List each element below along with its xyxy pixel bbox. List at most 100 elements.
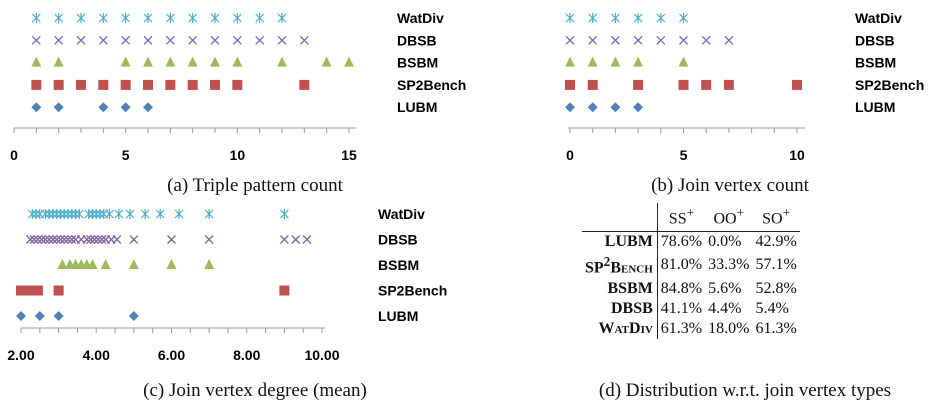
sp2bench-point-2	[633, 79, 644, 90]
cell-lubm-ss: 78.6%	[657, 231, 706, 253]
lubm-point-1	[587, 102, 598, 113]
table-row-sp2bench: SP2Bench 81.0% 33.3% 57.1%	[582, 252, 800, 279]
dbsb-point-0	[31, 35, 41, 45]
bsbm-point-8	[166, 259, 177, 269]
dbsb-point-22	[129, 235, 139, 244]
cell-sp2bench-oo: 33.3%	[708, 256, 750, 274]
dbsb-point-15	[86, 235, 96, 244]
dbsb-point-0	[25, 235, 35, 244]
sp2bench-point-3	[98, 79, 109, 90]
chart-c-join-vertex-degree: WatDiv DBSB BSBM SP2Bench LUBM 2.00 4.00 6.00 8.…	[7, 206, 447, 363]
watdiv-point-3	[98, 13, 108, 23]
lubm-point-0	[31, 102, 42, 113]
legend-label-lubm: LUBM	[397, 99, 437, 115]
bsbm-point-1	[53, 56, 64, 67]
sp2bench-point-5	[143, 79, 153, 90]
bsbm-point-6	[210, 56, 220, 67]
lubm-point-3	[120, 102, 131, 113]
dbsb-point-14	[82, 235, 92, 244]
lubm-point-0	[565, 102, 575, 113]
dbsb-point-4	[656, 35, 666, 45]
sp2bench-point-0	[16, 285, 26, 296]
x-tick-label-2-00: 2.00	[7, 347, 34, 363]
x-tick-label-6-00: 6.00	[158, 347, 185, 363]
legend-label-watdiv: WatDiv	[397, 10, 444, 26]
x-tick-label-0: 0	[566, 147, 574, 163]
sp2bench-point-6	[165, 79, 176, 90]
legend-label-dbsb: DBSB	[378, 232, 418, 248]
sp2bench-point-10	[299, 79, 310, 90]
dbsb-point-17	[93, 235, 103, 244]
chart-b-join-vertex-count: WatDiv DBSB BSBM SP2Bench LUBM 0 5 10	[565, 10, 924, 163]
dbsb-point-11	[277, 35, 287, 45]
dbsb-point-8	[210, 35, 220, 45]
lubm-point-2	[53, 311, 64, 321]
watdiv-point-18	[104, 209, 114, 219]
watdiv-point-9	[232, 13, 242, 23]
watdiv-point-7	[188, 13, 198, 23]
watdiv-point-23	[174, 209, 184, 219]
watdiv-point-12	[74, 209, 84, 219]
bsbm-point-4	[678, 56, 689, 67]
watdiv-point-19	[114, 209, 124, 219]
dbsb-point-3	[37, 235, 47, 244]
bsbm-point-3	[633, 56, 644, 67]
watdiv-point-2	[76, 13, 86, 23]
dbsb-point-1	[54, 35, 64, 45]
dbsb-point-6	[48, 235, 58, 244]
legend-label-dbsb: DBSB	[397, 32, 437, 48]
sp2bench-point-9	[232, 79, 243, 90]
legend-label-dbsb: DBSB	[855, 32, 895, 48]
dbsb-point-2	[76, 35, 86, 45]
dbsb-point-5	[679, 35, 688, 45]
dbsb-point-5	[143, 35, 153, 45]
table-row-lubm: LUBM 78.6% 0.0% 42.9%	[582, 231, 800, 253]
dbsb-point-1	[588, 35, 598, 45]
watdiv-point-21	[140, 209, 150, 219]
watdiv-point-5	[143, 13, 153, 23]
x-tick-label-10: 10	[789, 147, 805, 163]
watdiv-point-4	[121, 13, 131, 23]
dbsb-point-9	[59, 235, 69, 244]
dbsb-point-4	[121, 35, 131, 45]
legend-label-watdiv: WatDiv	[378, 206, 425, 222]
bsbm-point-0	[31, 56, 42, 67]
bsbm-point-5	[187, 56, 198, 67]
lubm-point-0	[16, 311, 26, 321]
dbsb-point-8	[56, 235, 65, 244]
watdiv-point-6	[165, 13, 175, 23]
row-label-lubm: LUBM	[582, 231, 658, 253]
cell-watdiv-oo: 18.0%	[708, 319, 750, 337]
bsbm-point-7	[128, 259, 139, 269]
watdiv-point-5	[679, 13, 688, 23]
table-corner	[582, 203, 658, 232]
cell-sp2bench-so: 57.1%	[755, 256, 797, 274]
watdiv-point-3	[633, 13, 643, 23]
x-tick-label-0: 0	[10, 147, 18, 163]
sp2bench-point-4	[701, 79, 712, 90]
sp2bench-point-1	[53, 79, 64, 90]
bsbm-point-6	[100, 259, 111, 269]
watdiv-point-22	[155, 209, 165, 219]
dbsb-point-2	[33, 235, 43, 244]
dbsb-point-23	[167, 235, 176, 244]
legend-label-watdiv: WatDiv	[855, 10, 902, 26]
lubm-point-2	[98, 102, 109, 113]
x-tick-label-5: 5	[680, 147, 688, 163]
watdiv-point-20	[125, 209, 135, 219]
x-tick-label-10-00: 10.00	[304, 347, 339, 363]
bsbm-point-9	[321, 56, 332, 67]
caption-d: (d) Distribution w.r.t. join vertex type…	[598, 380, 892, 401]
dbsb-point-4	[40, 235, 50, 244]
dbsb-point-11	[67, 235, 77, 244]
table-row-bsbm: BSBM 84.8% 5.6% 52.8%	[582, 278, 800, 299]
col-header-so: SO+	[762, 205, 791, 228]
chart-a-triple-pattern-count: WatDiv DBSB BSBM SP2Bench LUBM 0 5 10 15	[10, 10, 466, 163]
bsbm-point-2	[120, 56, 131, 67]
cell-dbsb-so: 5.4%	[755, 299, 789, 317]
x-tick-label-8-00: 8.00	[233, 347, 260, 363]
sp2bench-point-1	[587, 79, 598, 90]
sp2bench-point-0	[565, 79, 575, 90]
watdiv-point-25	[279, 209, 289, 219]
watdiv-point-0	[565, 13, 575, 23]
